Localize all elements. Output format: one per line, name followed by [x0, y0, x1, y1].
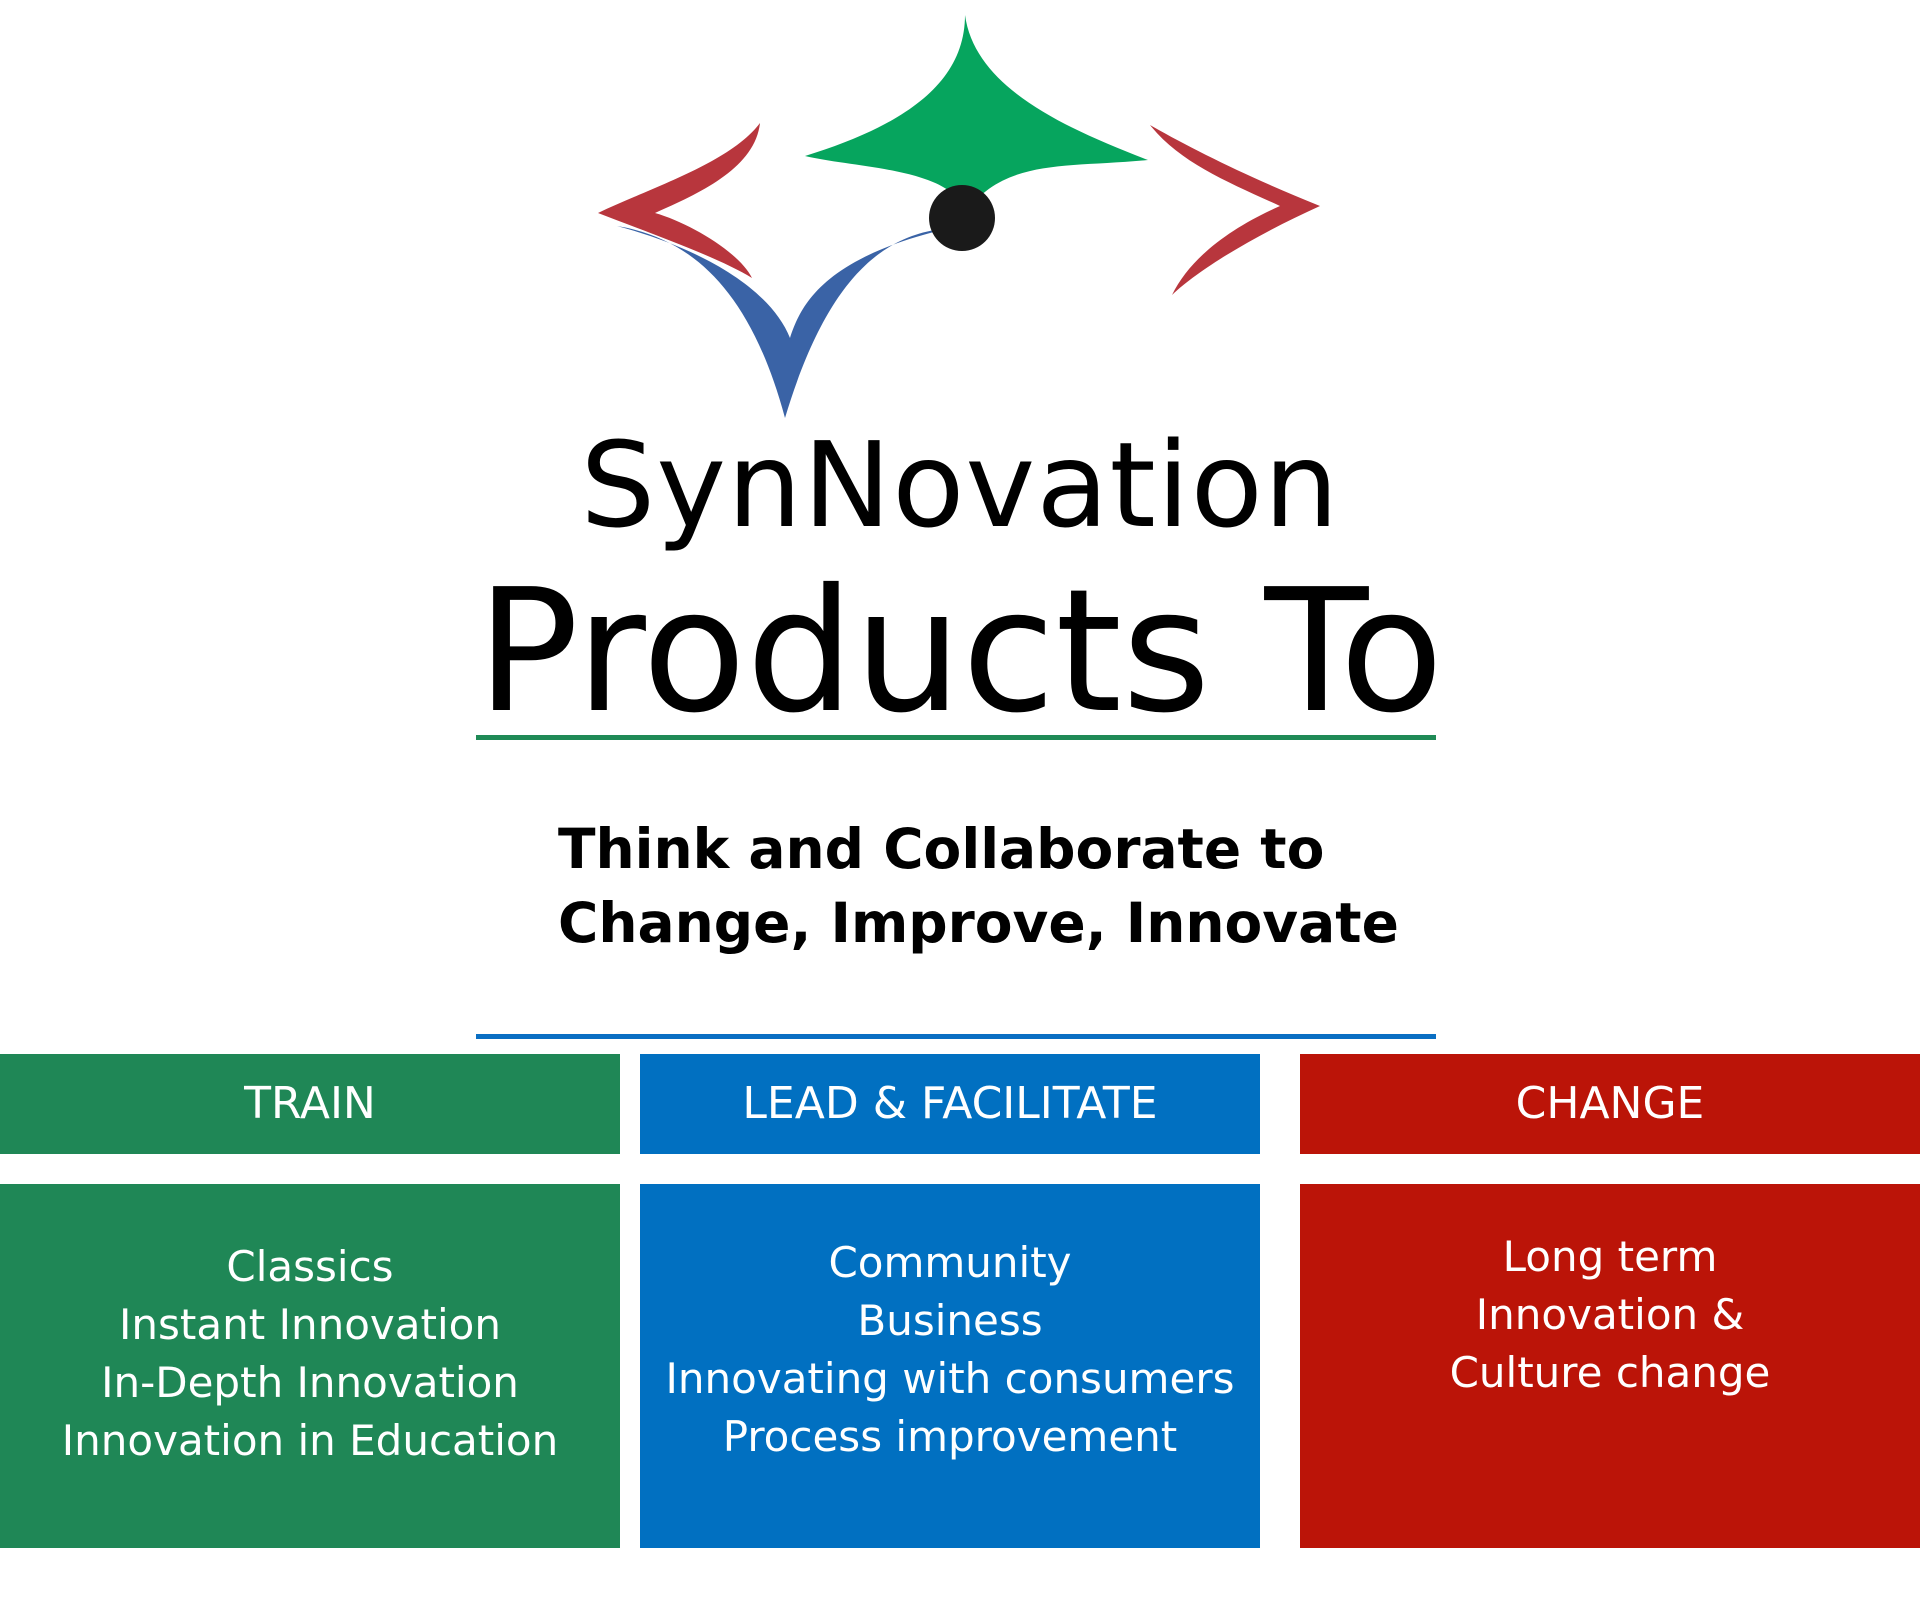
list-item: Innovation in Education [61, 1416, 559, 1465]
tagline-line-2: Change, Improve, Innovate [558, 891, 1399, 955]
column-body-lead-facilitate: Community Business Innovating with consu… [640, 1184, 1260, 1548]
column-header-change: CHANGE [1300, 1054, 1920, 1154]
tagline: Think and Collaborate to Change, Improve… [558, 812, 1458, 960]
brand-name: SynNovation [580, 416, 1340, 554]
list-item: Innovation & [1475, 1290, 1745, 1339]
list-item: Innovating with consumers [665, 1354, 1235, 1403]
list-item: Classics [226, 1242, 394, 1291]
logo-dot [929, 185, 995, 251]
logo-green-arc [805, 15, 1148, 213]
tagline-line-1: Think and Collaborate to [558, 817, 1325, 881]
list-item: Culture change [1449, 1348, 1771, 1397]
list-item: Instant Innovation [119, 1300, 501, 1349]
synnovation-logo-icon [598, 15, 1320, 418]
column-body-change: Long term Innovation & Culture change [1300, 1184, 1920, 1548]
logo-left-chevron [598, 123, 760, 278]
list-item: In-Depth Innovation [101, 1358, 519, 1407]
logo-right-chevron [1150, 125, 1320, 295]
blue-divider [476, 1034, 1436, 1039]
list-item: Community [828, 1238, 1072, 1287]
logo-blue-arc [617, 226, 950, 418]
headline: Products To [476, 553, 1444, 751]
list-item: Process improvement [722, 1412, 1178, 1461]
column-body-train: Classics Instant Innovation In-Depth Inn… [0, 1184, 620, 1548]
list-item: Business [857, 1296, 1043, 1345]
column-header-lead-facilitate: LEAD & FACILITATE [640, 1054, 1260, 1154]
column-header-train: TRAIN [0, 1054, 620, 1154]
list-item: Long term [1502, 1232, 1718, 1281]
green-divider [476, 735, 1436, 740]
